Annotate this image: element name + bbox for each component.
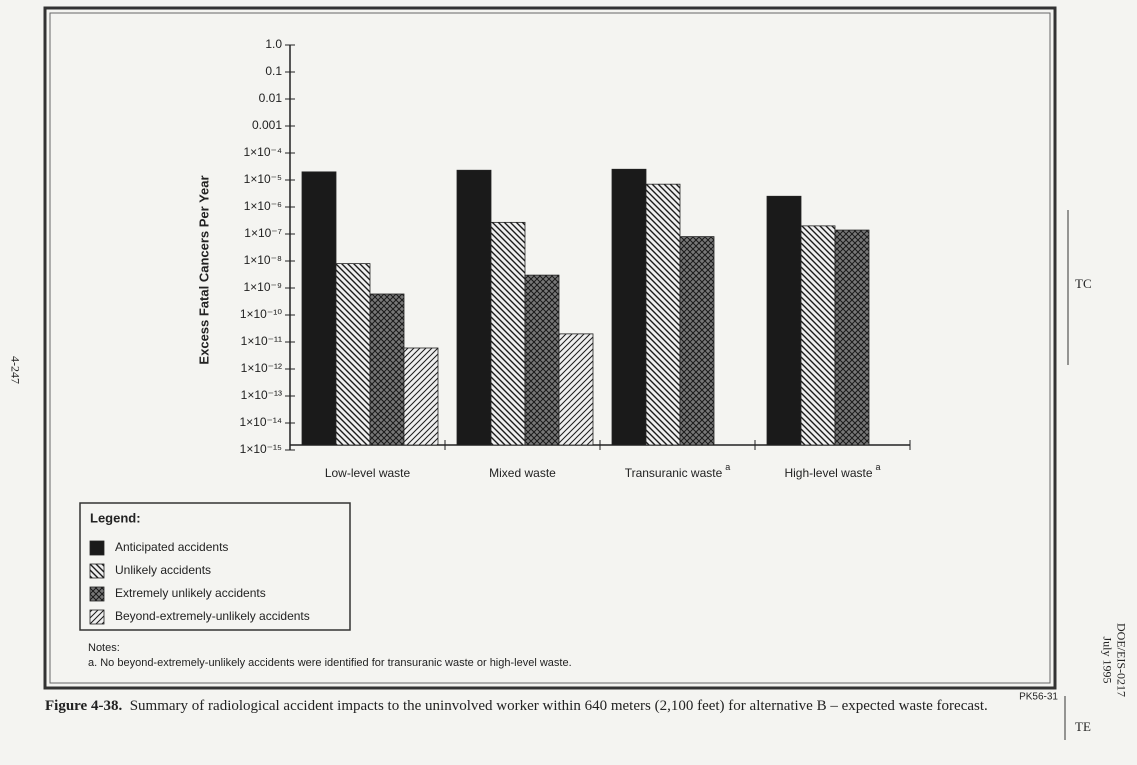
y-tick-label: 1×10⁻¹³	[241, 388, 282, 402]
caption-text: Summary of radiological accident impacts…	[129, 698, 988, 714]
figure-code: PK56-31	[1019, 692, 1058, 703]
category-name: Transuranic waste	[625, 466, 723, 480]
category-name: Low-level waste	[325, 466, 411, 480]
bar	[800, 225, 836, 446]
bar	[301, 171, 337, 446]
y-tick-label: 1×10⁻⁹	[243, 280, 282, 294]
bar	[679, 236, 715, 446]
y-tick-label: 0.01	[259, 91, 283, 105]
bar	[456, 169, 492, 446]
legend-swatch	[89, 609, 105, 625]
x-tick-label: Transuranic waste a	[625, 462, 731, 480]
y-tick-label: 1×10⁻¹²	[241, 361, 282, 375]
y-tick-label: 1×10⁻⁸	[244, 253, 282, 267]
bar	[558, 333, 594, 446]
legend-label: Anticipated accidents	[115, 540, 228, 554]
y-tick-label: 1.0	[265, 37, 282, 51]
frame	[43, 6, 1057, 690]
bar	[611, 168, 647, 446]
category-note: a	[725, 462, 730, 472]
legend-label: Unlikely accidents	[115, 563, 211, 577]
legend-label: Beyond-extremely-unlikely accidents	[115, 609, 310, 623]
y-tick-label: 0.001	[252, 118, 282, 132]
bar	[403, 347, 439, 446]
revision-mark: TE	[1075, 719, 1091, 734]
caption: Figure 4-38. Summary of radiological acc…	[45, 697, 1005, 715]
bar	[766, 195, 802, 446]
x-tick-label: Low-level waste	[325, 466, 411, 480]
y-tick-label: 1×10⁻¹⁰	[240, 307, 282, 321]
legend-swatch	[89, 540, 105, 556]
frame-inner	[49, 12, 1051, 684]
revision-mark: TC	[1075, 276, 1092, 291]
legend-swatch	[89, 563, 105, 579]
y-tick-label: 1×10⁻⁷	[244, 226, 282, 240]
category-name: High-level waste	[784, 466, 872, 480]
notes-title: Notes:	[88, 642, 120, 654]
bar	[369, 293, 405, 446]
category-name: Mixed waste	[489, 466, 556, 480]
bar	[834, 229, 870, 446]
y-axis-label: Excess Fatal Cancers Per Year	[196, 175, 211, 364]
y-tick-label: 0.1	[265, 64, 282, 78]
legend-title: Legend:	[90, 510, 141, 525]
bar	[524, 274, 560, 446]
page-number: 4-247	[8, 356, 22, 384]
doc-id: DOE/EIS-0217	[1114, 623, 1128, 697]
y-tick-label: 1×10⁻⁴	[243, 145, 282, 159]
bar	[490, 221, 526, 446]
bar	[335, 263, 371, 446]
note: a. No beyond-extremely-unlikely accident…	[88, 657, 572, 669]
doc-date: July 1995	[1100, 636, 1114, 683]
legend-box	[79, 502, 351, 631]
bar	[645, 183, 681, 446]
category-note: a	[876, 462, 881, 472]
legend-swatch	[89, 586, 105, 602]
y-tick-label: 1×10⁻¹¹	[241, 334, 282, 348]
y-tick-label: 1×10⁻¹⁵	[240, 442, 282, 456]
x-tick-label: High-level waste a	[784, 462, 880, 480]
legend-label: Extremely unlikely accidents	[115, 586, 266, 600]
y-tick-label: 1×10⁻⁵	[244, 172, 282, 186]
x-tick-label: Mixed waste	[489, 466, 556, 480]
y-tick-label: 1×10⁻⁶	[244, 199, 282, 213]
figure-label: Figure 4-38.	[45, 698, 123, 714]
y-tick-label: 1×10⁻¹⁴	[239, 415, 282, 429]
